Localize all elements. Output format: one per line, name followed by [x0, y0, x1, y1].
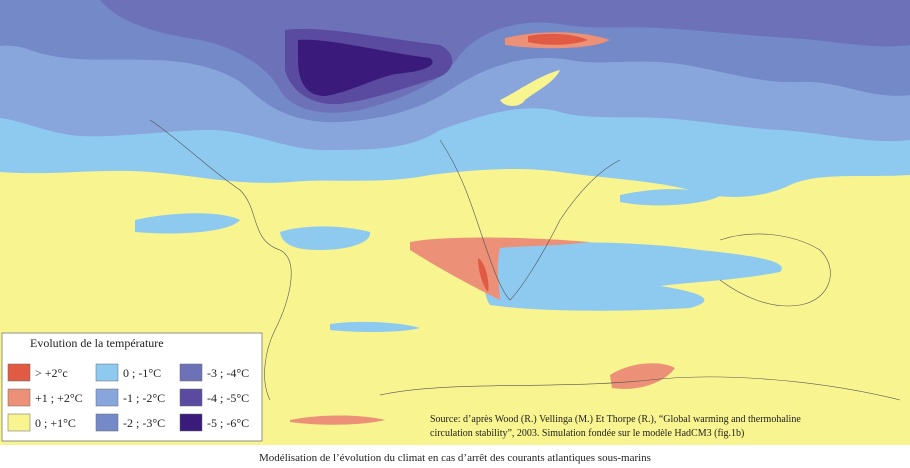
- coastline: [379, 376, 901, 401]
- legend-swatch: [7, 388, 31, 407]
- zone-plus1-plus2: [610, 363, 675, 389]
- legend-label: -4 ; -5°C: [207, 391, 249, 405]
- coastline: [719, 233, 831, 307]
- legend-label: +1 ; +2°C: [35, 391, 83, 405]
- legend-swatch: [179, 363, 203, 382]
- legend-swatch: [95, 388, 119, 407]
- legend-swatch: [95, 363, 119, 382]
- coastline: [439, 139, 621, 301]
- legend-title: Evolution de la température: [30, 336, 164, 350]
- legend-label: > +2°c: [35, 366, 68, 380]
- zone-0-minus1: [484, 242, 782, 311]
- legend-label: -1 ; -2°C: [123, 391, 165, 405]
- zone-plus2: [478, 258, 489, 292]
- zone-plus2: [528, 33, 588, 45]
- legend: Evolution de la température > +2°c +1 ; +…: [1, 332, 263, 442]
- legend-box: [1, 332, 263, 442]
- caption: Modélisation de l’évolution du climat en…: [259, 452, 651, 464]
- zone-plus1-plus2: [410, 237, 590, 300]
- legend-swatch: [7, 363, 31, 382]
- legend-label: 0 ; +1°C: [35, 416, 76, 430]
- coastline: [149, 119, 292, 401]
- legend-label: -3 ; -4°C: [207, 366, 249, 380]
- legend-swatch: [7, 413, 31, 432]
- legend-label: 0 ; -1°C: [123, 366, 161, 380]
- source-line: circulation stability”, 2003. Simulation…: [430, 428, 744, 439]
- source-line: Source: d’après Wood (R.) Vellinga (M.) …: [430, 414, 801, 425]
- zone-plus1-plus2: [290, 415, 385, 425]
- legend-swatch: [95, 413, 119, 432]
- map: Source: d’après Wood (R.) Vellinga (M.) …: [0, 0, 910, 445]
- zone-0-minus1: [330, 321, 420, 333]
- legend-swatch: [179, 388, 203, 407]
- legend-label: -2 ; -3°C: [123, 416, 165, 430]
- zone-0-minus1: [620, 189, 720, 206]
- zone-0-minus1: [280, 226, 371, 250]
- zone-minus5-minus6: [298, 39, 433, 96]
- legend-label: -5 ; -6°C: [207, 416, 249, 430]
- zone-0-plus1: [500, 70, 560, 106]
- legend-swatch: [179, 413, 203, 432]
- zone-0-minus1: [135, 213, 240, 234]
